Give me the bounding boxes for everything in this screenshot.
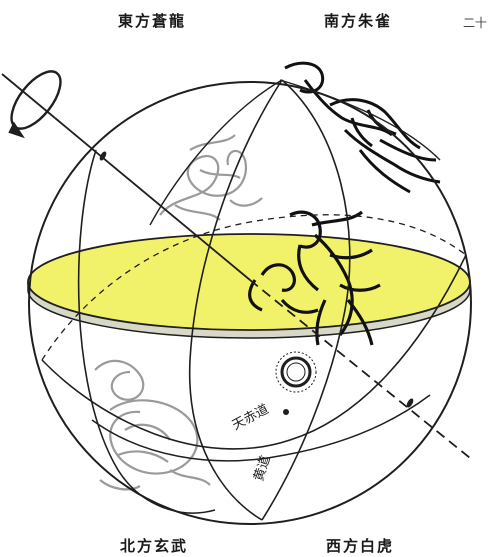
celestial-equator-circle — [91, 394, 431, 462]
north-black-tortoise-label: 北方玄武 — [120, 537, 189, 555]
colure-circle — [261, 79, 351, 521]
west-white-tiger-label: 西方白虎 — [326, 537, 395, 555]
ecliptic-circle — [41, 254, 467, 450]
black-tortoise-figure — [94, 359, 211, 491]
north-pole-marker — [99, 151, 107, 161]
sun-icon — [275, 351, 317, 393]
celestial-sphere-outline — [28, 81, 472, 525]
equator-disc — [27, 233, 471, 331]
vermilion-bird-figure — [284, 61, 441, 194]
azure-dragon-figure — [159, 134, 263, 221]
south-vermilion-bird-label: 南方朱雀 — [324, 12, 393, 30]
equator-plane — [27, 233, 471, 339]
upper-arc-right — [279, 79, 441, 161]
celestial-equator-label: 天赤道 — [230, 402, 271, 434]
east-azure-dragon-label: 東方蒼龍 — [118, 12, 187, 30]
polar-axis-north — [54, 117, 251, 281]
ecliptic-back — [41, 214, 467, 361]
edge-clipped-text: 二十 — [463, 16, 488, 30]
white-tiger-figure — [248, 210, 381, 346]
rotation-arrow-icon — [8, 70, 62, 139]
ecliptic-label: 黄道 — [252, 454, 274, 483]
left-hour-circle — [77, 149, 216, 514]
south-pole-marker — [406, 398, 414, 408]
upper-arc-left — [149, 79, 283, 226]
meridian-circle — [188, 79, 283, 521]
polar-axis-extension — [1, 73, 56, 119]
equinox-point — [283, 409, 289, 415]
